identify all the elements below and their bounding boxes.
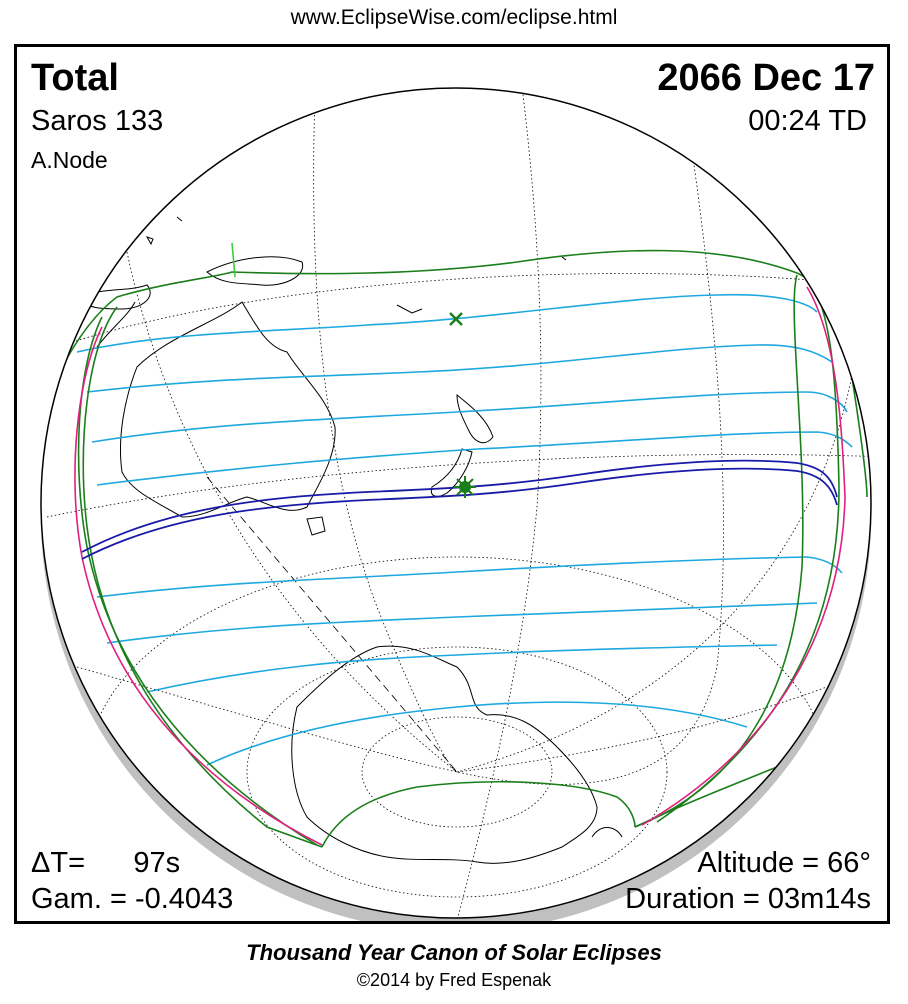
magnitude-line-2 — [86, 344, 833, 393]
magnitude-line-7 — [146, 644, 778, 693]
saros-number: Saros 133 — [31, 105, 164, 137]
globe-map — [40, 87, 872, 921]
new-zealand-outline — [456, 393, 494, 444]
central-path — [81, 459, 838, 560]
eclipse-time: 00:24 TD — [748, 105, 867, 137]
eclipse-date: 2066 Dec 17 — [657, 57, 875, 99]
eclipse-magnitude-lines — [76, 293, 853, 766]
land-outlines — [76, 216, 788, 864]
globe-outline — [40, 87, 872, 919]
southern-penumbral-limit — [321, 781, 636, 848]
node-label: A.Node — [31, 147, 108, 173]
magnitude-line-5 — [96, 556, 843, 598]
copyright: ©2014 by Fred Espenak — [356, 970, 552, 990]
indonesia-outline — [76, 284, 151, 310]
eastern-rise-set-curve — [641, 286, 846, 826]
eclipse-type: Total — [31, 57, 119, 99]
magnitude-line-1 — [76, 293, 818, 353]
altitude-value: Altitude = 66° — [697, 847, 871, 879]
duration-value: Duration = 03m14s — [625, 883, 871, 915]
antarctica-outline — [291, 645, 598, 864]
southern-umbral-limit — [81, 467, 838, 560]
delta-t: ΔT= 97s — [31, 847, 181, 879]
source-url: www.EclipseWise.com/eclipse.html — [290, 6, 618, 29]
gamma-value: Gam. = -0.4043 — [31, 883, 234, 915]
tasmania-outline — [306, 516, 326, 536]
northern-umbral-limit — [81, 459, 838, 553]
magnitude-line-6 — [106, 602, 818, 644]
new-guinea-outline — [206, 256, 304, 286]
sub-solar-point-marker — [449, 312, 463, 326]
penumbra-tick — [231, 242, 236, 278]
magnitude-line-8 — [206, 701, 748, 766]
eclipse-map-frame: Total 2066 Dec 17 Saros 133 00:24 TD A.N… — [14, 44, 890, 924]
globe-disc — [41, 88, 871, 918]
rise-set-loop — [656, 276, 840, 823]
greatest-eclipse-marker — [454, 476, 476, 498]
asia-edge-outline — [96, 301, 136, 348]
rise-set-curves — [74, 286, 846, 846]
western-rise-set-curve — [74, 326, 323, 846]
canon-title: Thousand Year Canon of Solar Eclipses — [246, 940, 662, 965]
magnitude-line-3 — [91, 391, 848, 443]
magnitude-line-4 — [96, 431, 853, 486]
